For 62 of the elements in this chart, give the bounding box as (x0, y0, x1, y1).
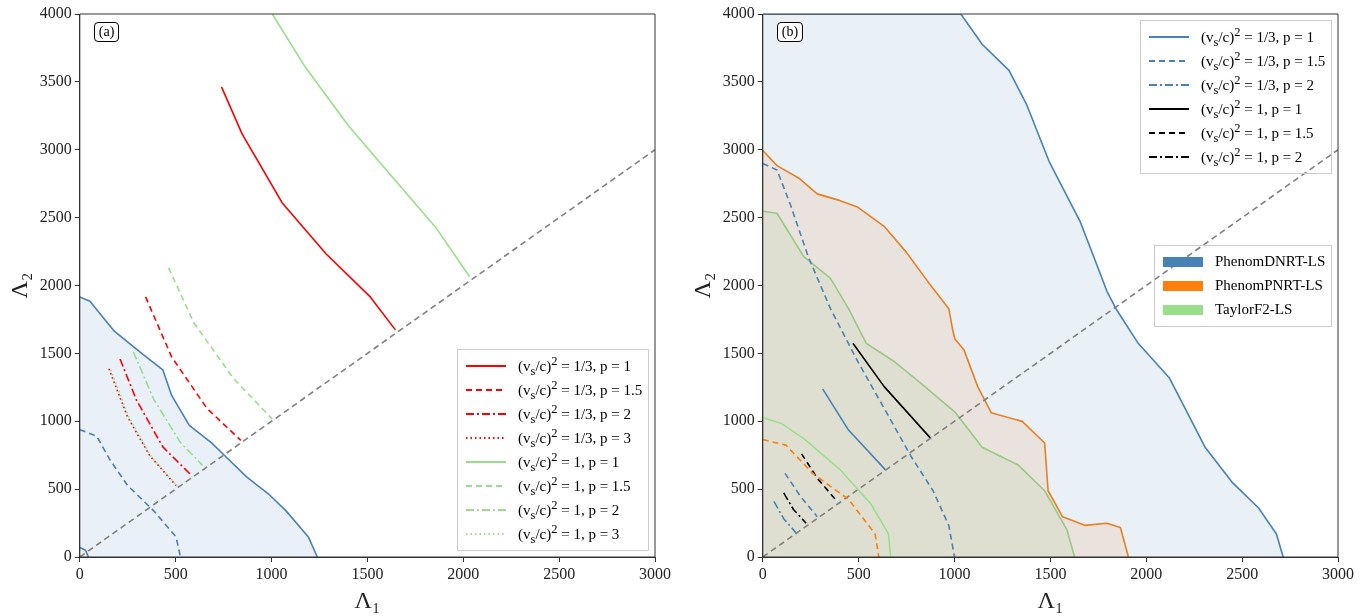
legend-label: (v$_{s}$/c)$^{2}$ = 1, p = 1.5 (1201, 120, 1314, 146)
legend-label: (v$_{s}$/c)$^{2}$ = 1/3, p = 2 (518, 401, 632, 427)
x-tick-label: 1000 (938, 564, 971, 582)
line-series (132, 350, 204, 467)
y-tick-label: 3500 (39, 72, 72, 90)
x-tick-label: 1500 (351, 564, 384, 582)
annotation: (a) (93, 22, 120, 42)
legend-label: PhenomDNRT-LS (1215, 253, 1326, 270)
legend-label: (v$_{s}$/c)$^{2}$ = 1, p = 2 (1201, 144, 1303, 170)
legend-label: (v$_{s}$/c)$^{2}$ = 1, p = 1 (1201, 96, 1303, 122)
y-tick-label: 1500 (39, 343, 72, 361)
legend-label: (v$_{s}$/c)$^{2}$ = 1/3, p = 1.5 (518, 377, 643, 403)
x-tick-label: 1000 (255, 564, 288, 582)
annotation: (b) (776, 22, 804, 42)
legend-label: (v$_{s}$/c)$^{2}$ = 1/3, p = 3 (518, 425, 632, 451)
x-tick-label: 500 (846, 564, 871, 582)
x-tick-label: 2500 (543, 564, 576, 582)
legend-label: (v$_{s}$/c)$^{2}$ = 1, p = 1.5 (518, 473, 631, 499)
y-tick-label: 500 (47, 479, 72, 497)
y-tick-label: 500 (730, 479, 755, 497)
legend-label: (v$_{s}$/c)$^{2}$ = 1, p = 2 (518, 497, 620, 523)
legend-label: (v$_{s}$/c)$^{2}$ = 1, p = 3 (518, 521, 620, 547)
y-tick-label: 2500 (722, 207, 755, 225)
line-series (762, 438, 880, 557)
x-axis-title: Λ₁ (1037, 586, 1064, 613)
x-tick-label: 500 (163, 564, 188, 582)
y-tick-label: 3000 (39, 139, 72, 157)
line-series (144, 296, 242, 442)
y-tick-label: 3000 (722, 139, 755, 157)
x-axis-title: Λ₁ (354, 586, 381, 613)
legend-label: (v$_{s}$/c)$^{2}$ = 1/3, p = 2 (1201, 72, 1315, 98)
x-tick-label: 1500 (1034, 564, 1067, 582)
x-tick-label: 2500 (1226, 564, 1259, 582)
legend-label: (v$_{s}$/c)$^{2}$ = 1/3, p = 1 (1201, 24, 1315, 50)
legend-label: (v$_{s}$/c)$^{2}$ = 1/3, p = 1 (518, 353, 632, 379)
line-series (762, 162, 956, 557)
x-tick-label: 0 (75, 564, 84, 582)
y-tick-label: 1500 (722, 343, 755, 361)
y-tick-label: 4000 (722, 4, 755, 22)
line-series (119, 358, 193, 477)
x-tick-label: 2000 (1130, 564, 1163, 582)
x-tick-label: 3000 (1322, 564, 1354, 582)
y-tick-label: 2000 (722, 275, 755, 293)
x-tick-label: 3000 (639, 564, 671, 582)
y-tick-label: 0 (746, 547, 755, 565)
y-tick-label: 3500 (722, 72, 755, 90)
y-axis-title: Λ₂ (688, 272, 715, 299)
legend-label: TaylorF2-LS (1215, 301, 1293, 318)
y-tick-label: 0 (63, 547, 72, 565)
y-tick-label: 1000 (722, 411, 755, 429)
legend-label: (v$_{s}$/c)$^{2}$ = 1/3, p = 1.5 (1201, 48, 1326, 74)
y-axis-title: Λ₂ (5, 272, 32, 299)
x-tick-label: 2000 (447, 564, 480, 582)
line-series (79, 428, 182, 557)
y-tick-label: 2500 (39, 207, 72, 225)
y-tick-label: 4000 (39, 4, 72, 22)
legend-label: (v$_{s}$/c)$^{2}$ = 1, p = 1 (518, 449, 620, 475)
legend-label: PhenomPNRT-LS (1215, 277, 1323, 294)
y-tick-label: 1000 (39, 411, 72, 429)
y-tick-label: 2000 (39, 275, 72, 293)
x-tick-label: 0 (758, 564, 767, 582)
line-series (167, 266, 274, 420)
